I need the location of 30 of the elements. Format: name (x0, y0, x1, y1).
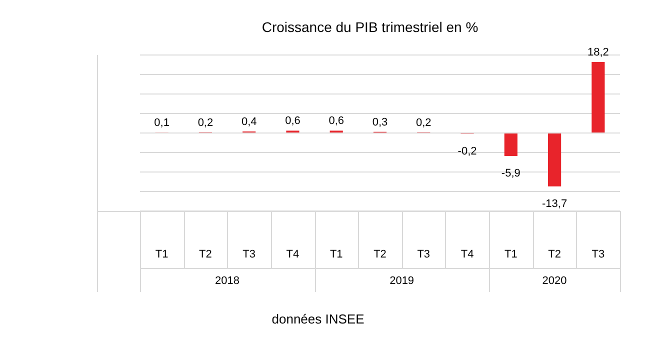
text: 2019 (390, 275, 414, 288)
text: 2018 (215, 275, 240, 288)
data-label: 0,3 (372, 116, 388, 128)
data-label: -5,9 (501, 168, 520, 180)
x-tick-label: T1 (504, 248, 518, 261)
x-tick-label: T1 (330, 248, 343, 261)
text: données INSEE (272, 312, 365, 327)
x-tick-label: T2 (374, 248, 386, 261)
bar (504, 134, 518, 156)
data-label: 0,2 (416, 116, 432, 129)
x-tick-label: T2 (199, 248, 212, 261)
bar (592, 62, 605, 132)
data-label: 0,1 (154, 117, 170, 130)
data-label: 0,2 (198, 116, 214, 129)
data-label: 0,6 (328, 115, 344, 128)
data-label: -0,2 (458, 145, 477, 158)
x-tick-label: T3 (417, 248, 430, 261)
data-label: 18,2 (587, 46, 609, 59)
x-tick-label: T2 (548, 248, 561, 261)
data-label: 0,4 (241, 116, 257, 128)
bar (548, 134, 562, 186)
chart-title: Croissance du PIB trimestriel en % (262, 18, 478, 35)
data-label: 0,6 (285, 115, 300, 128)
x-tick-label: T4 (460, 248, 474, 261)
data-label: -13,7 (542, 198, 568, 210)
x-tick-label: T3 (592, 248, 605, 261)
x-tick-label: T1 (155, 248, 168, 261)
text: 2020 (542, 275, 567, 288)
x-tick-label: T3 (242, 248, 256, 261)
x-tick-label: T4 (286, 248, 300, 261)
